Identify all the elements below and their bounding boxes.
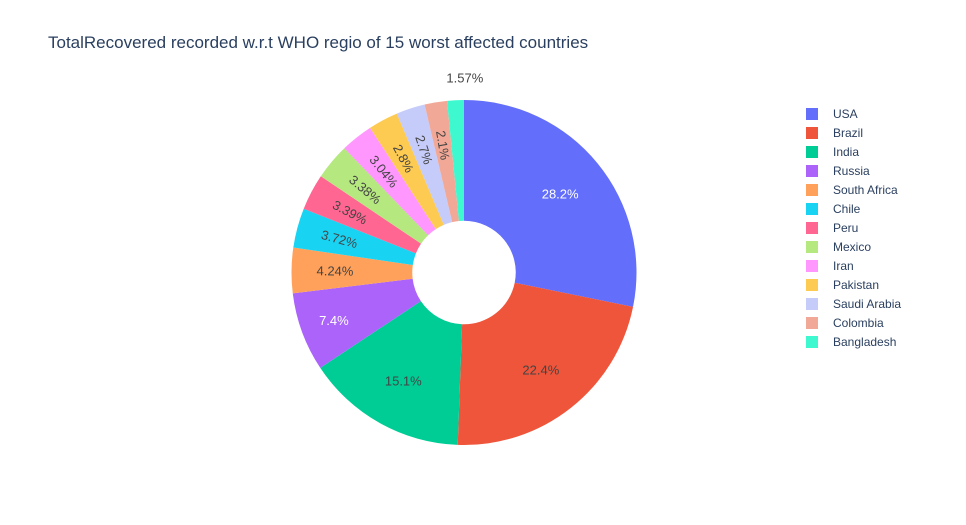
- legend-item-mexico[interactable]: Mexico: [806, 240, 871, 254]
- legend-item-iran[interactable]: Iran: [806, 259, 854, 273]
- legend[interactable]: USA Brazil India Russia South Africa Chile Per…: [806, 107, 901, 349]
- legend-swatch: [806, 127, 818, 139]
- legend-item-india[interactable]: India: [806, 145, 859, 159]
- legend-swatch: [806, 336, 818, 348]
- pie-slice-chile[interactable]: [293, 208, 416, 266]
- slice-label-brazil: 22.4%: [522, 363, 559, 378]
- legend-item-peru[interactable]: Peru: [806, 221, 858, 235]
- legend-label: Colombia: [833, 316, 884, 330]
- pie-slices: [291, 100, 637, 445]
- legend-label: USA: [833, 107, 858, 121]
- legend-label: Bangladesh: [833, 335, 896, 349]
- legend-item-russia[interactable]: Russia: [806, 164, 870, 178]
- legend-swatch: [806, 260, 818, 272]
- pie-slice-russia[interactable]: [292, 278, 421, 368]
- legend-swatch: [806, 222, 818, 234]
- pie-slice-south-africa[interactable]: [291, 247, 413, 294]
- slice-label-russia: 7.4%: [319, 313, 349, 328]
- legend-item-brazil[interactable]: Brazil: [806, 126, 863, 140]
- slice-label-usa: 28.2%: [542, 186, 579, 201]
- slice-label-india: 15.1%: [385, 373, 422, 388]
- slice-label-colombia: 2.1%: [433, 129, 453, 161]
- pie-slice-saudi-arabia[interactable]: [396, 104, 453, 225]
- legend-label: Chile: [833, 202, 861, 216]
- slice-label-bangladesh: 1.57%: [446, 71, 483, 86]
- legend-label: Russia: [833, 164, 870, 178]
- legend-swatch: [806, 317, 818, 329]
- legend-swatch: [806, 203, 818, 215]
- pie-slice-iran[interactable]: [344, 127, 436, 236]
- pie-slice-peru[interactable]: [303, 176, 422, 254]
- legend-swatch: [806, 146, 818, 158]
- legend-label: Peru: [833, 221, 858, 235]
- pie-slice-usa[interactable]: [464, 100, 637, 307]
- legend-item-chile[interactable]: Chile: [806, 202, 861, 216]
- legend-swatch: [806, 279, 818, 291]
- legend-label: Brazil: [833, 126, 863, 140]
- pie-slice-colombia[interactable]: [424, 100, 459, 223]
- pie-slice-pakistan[interactable]: [370, 113, 444, 230]
- legend-label: Iran: [833, 259, 854, 273]
- legend-item-usa[interactable]: USA: [806, 107, 858, 121]
- legend-item-saudi-arabia[interactable]: Saudi Arabia: [806, 297, 901, 311]
- legend-label: Mexico: [833, 240, 871, 254]
- legend-swatch: [806, 108, 818, 120]
- legend-swatch: [806, 241, 818, 253]
- legend-item-pakistan[interactable]: Pakistan: [806, 278, 879, 292]
- chart-title: TotalRecovered recorded w.r.t WHO regio …: [48, 33, 589, 52]
- legend-swatch: [806, 165, 818, 177]
- legend-item-colombia[interactable]: Colombia: [806, 316, 884, 330]
- legend-swatch: [806, 184, 818, 196]
- legend-label: India: [833, 145, 859, 159]
- legend-swatch: [806, 298, 818, 310]
- legend-item-south-africa[interactable]: South Africa: [806, 183, 898, 197]
- slice-label-south-africa: 4.24%: [316, 263, 353, 278]
- legend-item-bangladesh[interactable]: Bangladesh: [806, 335, 896, 349]
- legend-label: South Africa: [833, 183, 898, 197]
- pie-slice-brazil[interactable]: [457, 282, 634, 445]
- legend-label: Saudi Arabia: [833, 297, 901, 311]
- legend-label: Pakistan: [833, 278, 879, 292]
- pie-slice-india[interactable]: [320, 301, 463, 445]
- pie-slice-mexico[interactable]: [320, 148, 429, 244]
- pie-slice-bangladesh[interactable]: [447, 100, 464, 222]
